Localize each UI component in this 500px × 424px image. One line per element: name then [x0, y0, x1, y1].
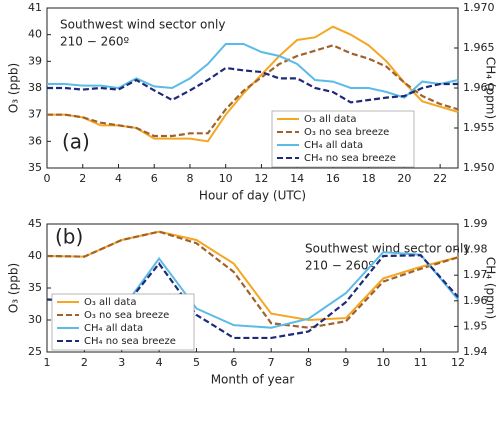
annotation: Southwest wind sector only	[60, 18, 225, 32]
x-tick-label: 5	[193, 356, 200, 369]
x-tick-label: 0	[44, 172, 51, 185]
y-tick-label: 38	[28, 81, 42, 94]
y2-tick-label: 1.970	[463, 1, 495, 14]
x-tick-label: 22	[433, 172, 447, 185]
y2-tick-label: 1.95	[463, 319, 488, 332]
x-tick-label: 10	[219, 172, 233, 185]
x-tick-label: 9	[342, 356, 349, 369]
y-tick-label: 25	[28, 345, 42, 358]
series-line	[46, 230, 459, 322]
x-tick-label: 8	[186, 172, 193, 185]
series-line	[46, 230, 459, 329]
legend-label: CH₄ no sea breeze	[304, 153, 396, 164]
x-tick-label: 12	[451, 356, 465, 369]
y-tick-label: 35	[28, 281, 42, 294]
x-tick-label: 11	[414, 356, 428, 369]
annotation: Southwest wind sector only	[305, 242, 470, 256]
legend-label: CH₄ all data	[304, 140, 363, 151]
x-tick-label: 10	[376, 356, 390, 369]
x-tick-label: 12	[254, 172, 268, 185]
y2-tick-label: 1.98	[463, 243, 488, 256]
x-tick-label: 4	[115, 172, 122, 185]
x-tick-label: 2	[79, 172, 86, 185]
x-tick-label: 8	[305, 356, 312, 369]
legend-label: CH₄ no sea breeze	[84, 336, 176, 347]
y2-tick-label: 1.99	[463, 217, 488, 230]
y-tick-label: 40	[28, 249, 42, 262]
x-tick-label: 18	[362, 172, 376, 185]
y2-tick-label: 1.965	[463, 41, 495, 54]
annotation: 210 − 260º	[60, 35, 129, 49]
y-tick-label: 35	[28, 161, 42, 174]
x-tick-label: 20	[397, 172, 411, 185]
y-tick-label: 45	[28, 217, 42, 230]
x-axis-label: Hour of day (UTC)	[199, 189, 306, 203]
y2-tick-label: 1.955	[463, 121, 495, 134]
legend-label: O₃ no sea breeze	[304, 127, 389, 138]
y2-tick-label: 1.97	[463, 268, 488, 281]
legend-label: O₃ no sea breeze	[84, 310, 169, 321]
y2-axis-label: CH₄ (ppm)	[484, 57, 498, 119]
annotation: 210 − 260º	[305, 259, 374, 273]
x-tick-label: 1	[44, 356, 51, 369]
series-line	[47, 25, 459, 143]
x-tick-label: 14	[290, 172, 304, 185]
y-axis-label: O₃ (ppb)	[7, 63, 21, 113]
series-line	[47, 66, 458, 104]
y2-tick-label: 1.960	[463, 81, 495, 94]
legend-label: O₃ all data	[84, 297, 136, 308]
x-tick-label: 4	[156, 356, 163, 369]
legend-label: O₃ all data	[304, 114, 356, 125]
y2-tick-label: 1.94	[463, 345, 488, 358]
y-tick-label: 41	[28, 1, 42, 14]
x-tick-label: 16	[326, 172, 340, 185]
x-tick-label: 6	[151, 172, 158, 185]
y-tick-label: 36	[28, 134, 42, 147]
y-tick-label: 30	[28, 313, 42, 326]
y-axis-label: O₃ (ppb)	[7, 263, 21, 313]
series-line	[46, 254, 459, 340]
x-axis-label: Month of year	[211, 373, 295, 387]
panel-label: (b)	[55, 225, 83, 249]
x-tick-label: 2	[81, 356, 88, 369]
x-tick-label: 6	[230, 356, 237, 369]
y2-axis-label: CH₄ (ppm)	[484, 257, 498, 319]
x-tick-label: 3	[118, 356, 125, 369]
y2-tick-label: 1.96	[463, 294, 488, 307]
y-tick-label: 39	[28, 54, 42, 67]
legend-label: CH₄ all data	[84, 323, 143, 334]
y-tick-label: 37	[28, 108, 42, 121]
y2-tick-label: 1.950	[463, 161, 495, 174]
y-tick-label: 40	[28, 28, 42, 41]
panel-label: (a)	[62, 130, 90, 154]
x-tick-label: 7	[268, 356, 275, 369]
series-line	[47, 43, 459, 99]
series-line	[47, 44, 459, 138]
